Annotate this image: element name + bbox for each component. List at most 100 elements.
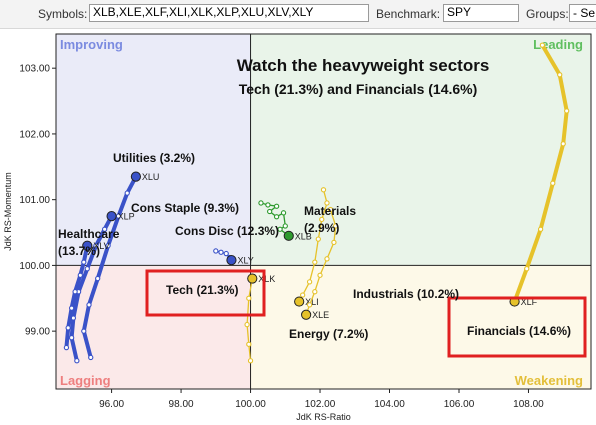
sector-label-xlv: (13.7%) xyxy=(58,244,100,258)
tail-point xyxy=(306,302,313,308)
symbols-input[interactable]: XLB,XLE,XLF,XLI,XLK,XLP,XLU,XLV,XLY xyxy=(89,4,369,22)
head-point xyxy=(82,240,93,251)
ticker-label: XLY xyxy=(237,256,253,266)
benchmark-input[interactable]: SPY xyxy=(443,4,519,22)
head-point xyxy=(294,296,305,307)
sector-label-xlp: Cons Staple (9.3%) xyxy=(131,201,239,215)
tail-point xyxy=(324,200,330,206)
sector-label-xlu: Utilities (3.2%) xyxy=(113,151,195,165)
sector-label-xly: Cons Disc (12.3%) xyxy=(175,224,279,238)
plot-border xyxy=(55,33,592,390)
tail-point xyxy=(331,239,337,246)
tail-point xyxy=(282,223,288,229)
series-xlf[interactable]: XLF xyxy=(509,42,570,307)
tail-point xyxy=(246,295,252,301)
y-tick-label: 101.00 xyxy=(19,195,50,206)
quadrant-label-lagging: Lagging xyxy=(60,373,111,388)
sector-label-xlv: Healthcare xyxy=(58,227,120,241)
tail-point xyxy=(564,108,570,114)
sector-label-xle: Energy (7.2%) xyxy=(289,327,368,341)
series-xlv[interactable]: XLV xyxy=(63,240,110,351)
tail-point xyxy=(68,305,75,311)
y-tick-label: 102.00 xyxy=(19,129,50,140)
sector-label-xlf: Financials (14.6%) xyxy=(467,324,571,338)
tail-point xyxy=(557,72,563,78)
tail-point xyxy=(273,214,280,220)
ticker-label: XLU xyxy=(142,172,160,182)
ticker-label: XLF xyxy=(521,297,538,307)
head-point xyxy=(130,171,142,182)
tail-point xyxy=(218,249,224,255)
x-tick-label: 106.00 xyxy=(444,399,475,410)
series-xle[interactable]: XLE xyxy=(301,206,339,320)
ticker-label: XLI xyxy=(305,297,319,307)
y-tick-label: 99.00 xyxy=(25,327,50,338)
y-tick-label: 103.00 xyxy=(19,64,50,75)
tail-point xyxy=(524,266,530,272)
sector-label-xlb: (2.9%) xyxy=(304,221,339,235)
x-tick-label: 98.00 xyxy=(169,399,194,410)
tail-line xyxy=(69,214,114,363)
tail-point xyxy=(213,248,219,254)
tail-point xyxy=(539,42,546,48)
tail-point xyxy=(280,210,287,216)
quadrant-leading xyxy=(250,34,591,266)
head-point xyxy=(301,309,312,320)
series-xli[interactable]: XLI xyxy=(294,187,330,307)
series-xlb[interactable]: XLB xyxy=(258,200,312,241)
x-tick-label: 104.00 xyxy=(374,399,405,410)
y-axis-title: JdK RS-Momentum xyxy=(3,172,13,251)
series-xly[interactable]: XLY xyxy=(213,248,254,266)
tail-point xyxy=(327,206,334,213)
tail-point xyxy=(105,243,111,249)
highlight-box-tech xyxy=(145,269,266,317)
tail-point xyxy=(317,272,323,278)
sector-label-xlb: Materials xyxy=(304,204,356,218)
ticker-label: XLB xyxy=(295,231,312,241)
tail-point xyxy=(320,187,327,193)
tail-point xyxy=(72,289,78,295)
tail-point xyxy=(88,354,94,361)
x-tick-label: 102.00 xyxy=(305,399,336,410)
highlight-box-financials xyxy=(447,296,587,358)
tail-point xyxy=(315,236,321,242)
tail-point xyxy=(63,344,70,351)
groups-select[interactable]: - Se xyxy=(569,4,596,22)
tail-line xyxy=(512,43,569,304)
toolbar: Symbols: XLB,XLE,XLF,XLI,XLK,XLP,XLU,XLV… xyxy=(0,0,596,29)
series-xlk[interactable]: XLK xyxy=(244,273,275,364)
tail-point xyxy=(86,302,92,308)
groups-label: Groups: xyxy=(526,7,569,21)
ticker-label: XLK xyxy=(258,274,275,284)
tail-point xyxy=(319,216,325,223)
quadrant-label-weakening: Weakening xyxy=(515,373,583,388)
tail-point xyxy=(95,275,101,282)
tail-point xyxy=(68,335,75,341)
tail-line xyxy=(81,174,138,360)
tail-point xyxy=(333,223,339,229)
series-xlp[interactable]: XLP xyxy=(68,211,135,364)
tail-point xyxy=(77,272,83,278)
head-point xyxy=(106,211,117,222)
symbols-label: Symbols: xyxy=(38,7,88,21)
tail-point xyxy=(306,279,313,285)
sector-label-xli: Industrials (10.2%) xyxy=(353,287,459,301)
benchmark-label: Benchmark: xyxy=(376,7,441,21)
tail-point xyxy=(93,243,99,249)
ticker-label: XLE xyxy=(312,310,329,320)
ticker-label: XLV xyxy=(93,241,109,251)
tail-point xyxy=(65,325,71,331)
x-tick-label: 108.00 xyxy=(513,399,544,410)
ticker-label: XLP xyxy=(118,212,135,222)
tail-point xyxy=(124,190,130,196)
tail-point xyxy=(246,341,252,347)
tail-point xyxy=(223,250,229,257)
head-point xyxy=(226,255,237,266)
tail-point xyxy=(537,226,544,232)
tail-point xyxy=(244,321,250,328)
tail-point xyxy=(277,226,283,232)
tail-point xyxy=(312,259,318,265)
y-tick-label: 100.00 xyxy=(19,261,50,272)
quadrant-improving xyxy=(56,34,251,266)
